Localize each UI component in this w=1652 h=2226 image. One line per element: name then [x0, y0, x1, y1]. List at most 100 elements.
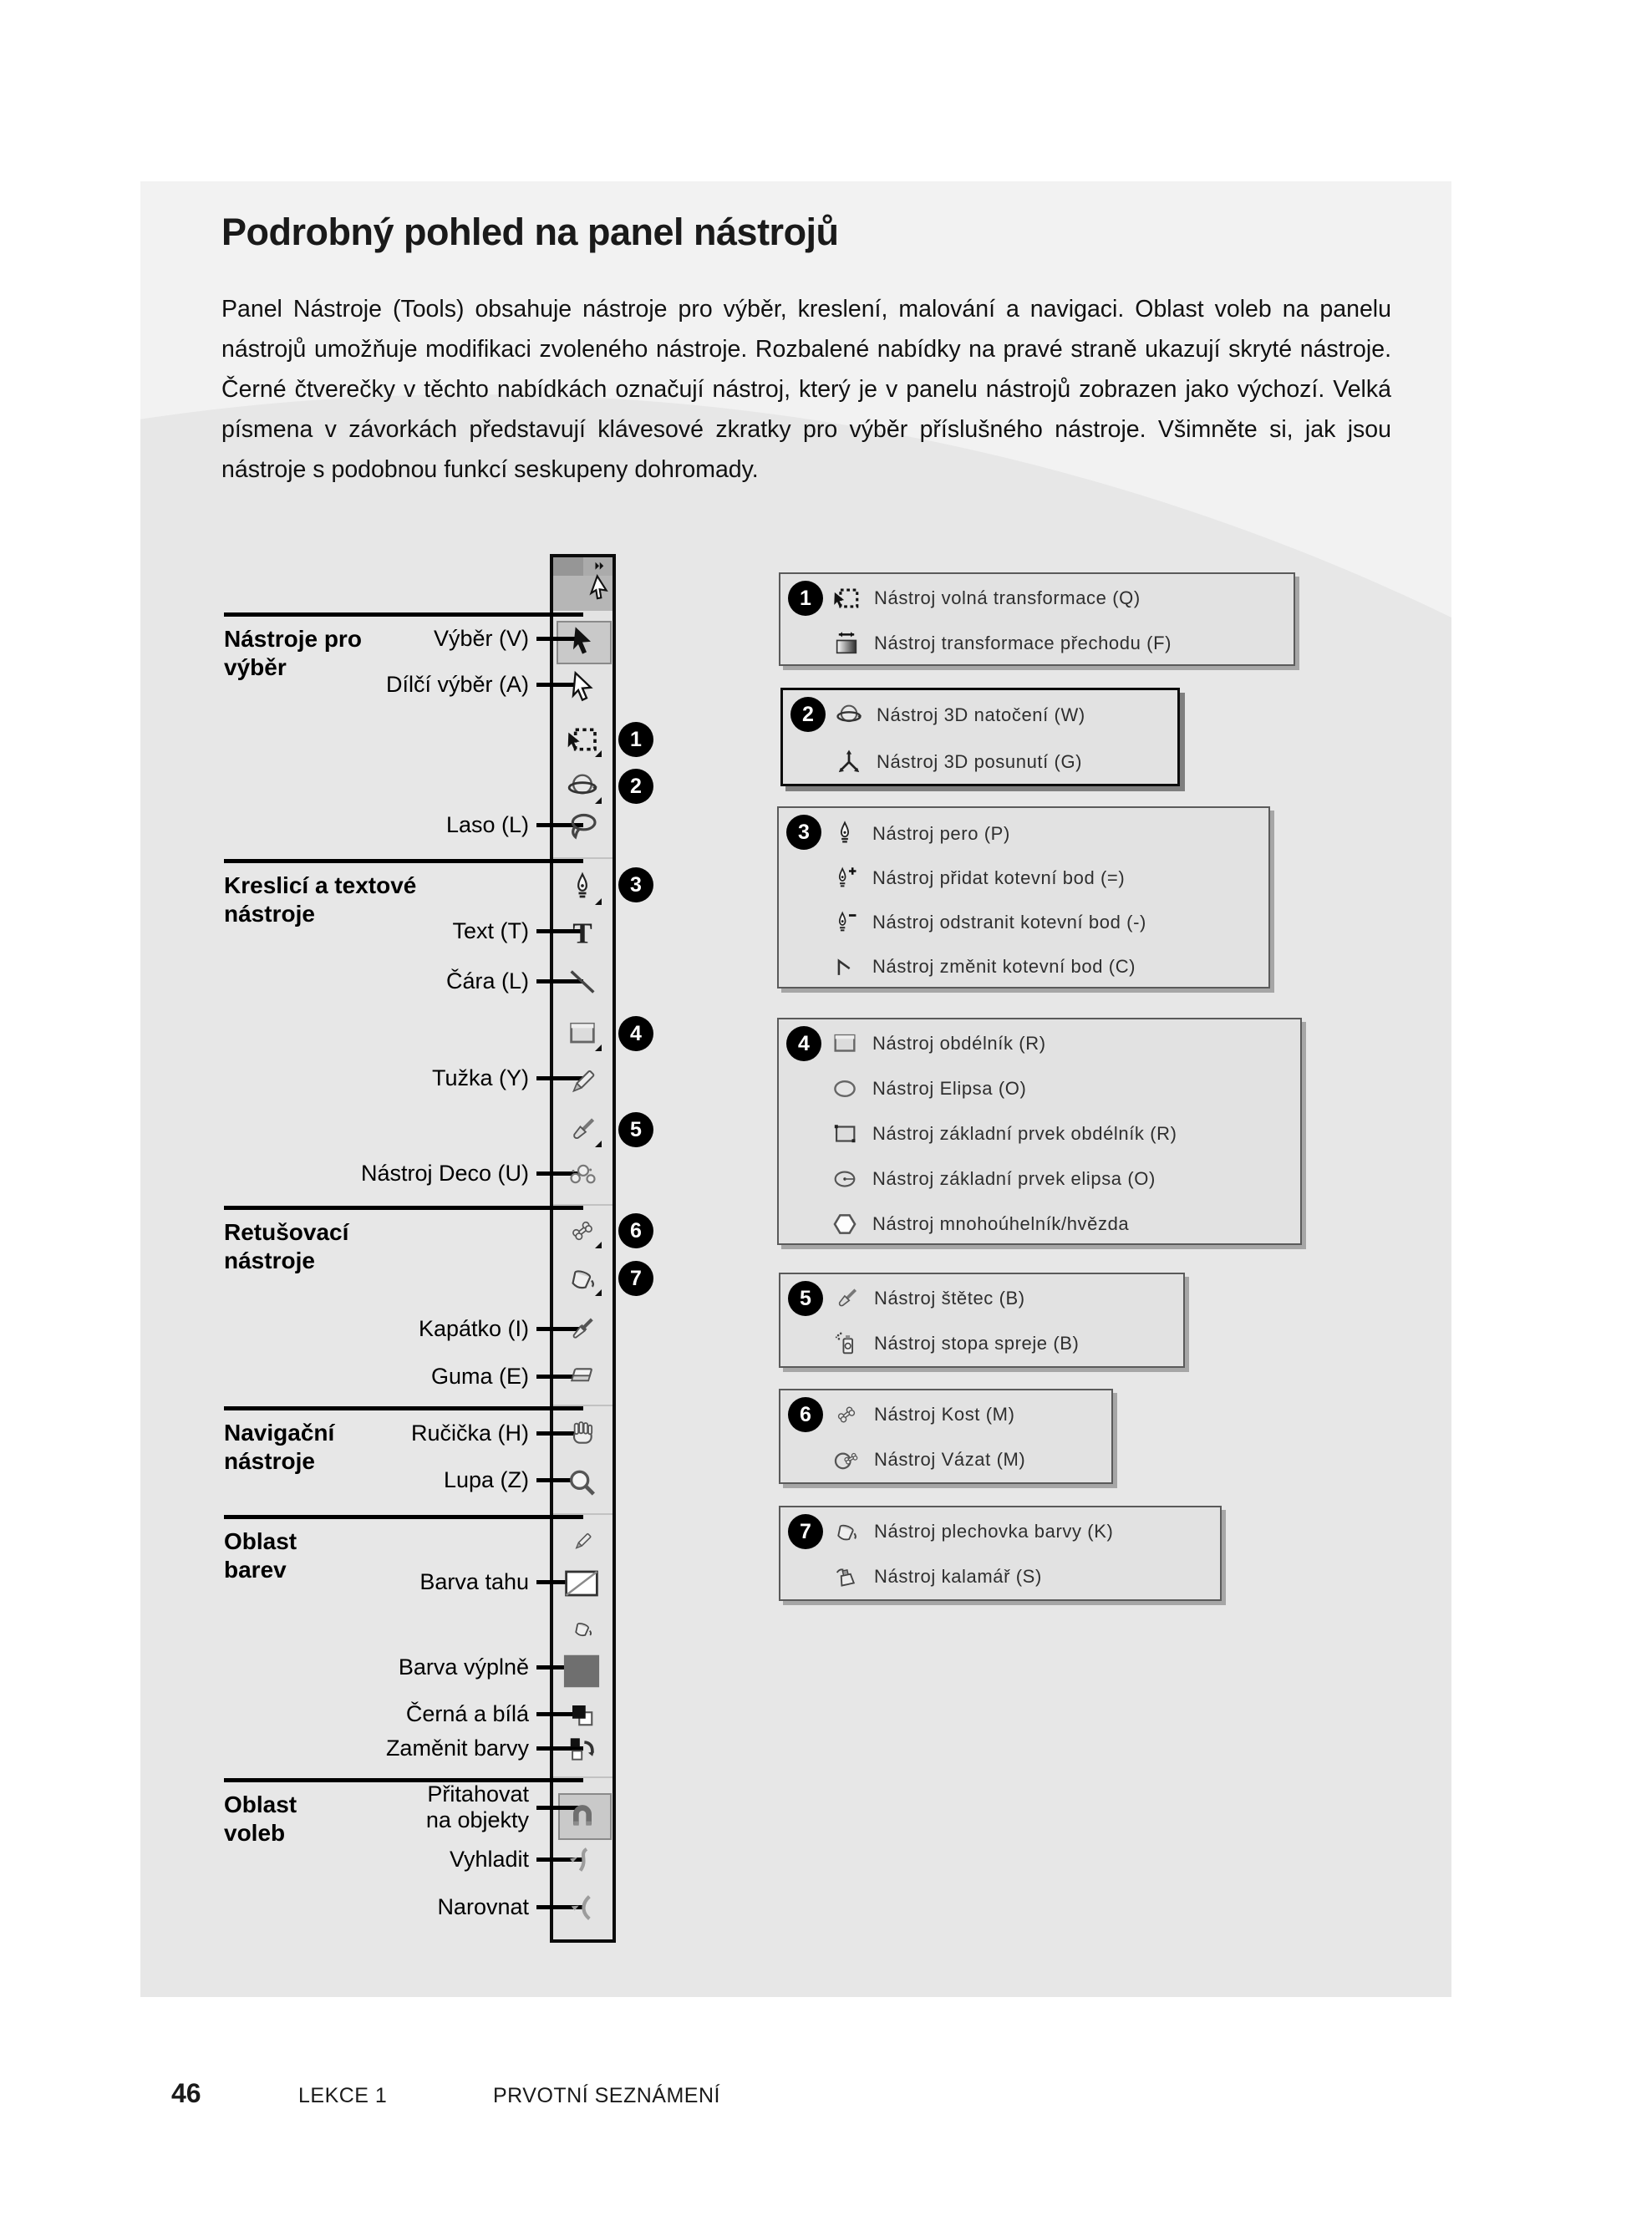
menu-badge-7: 7 [788, 1514, 823, 1549]
callout-smooth: Vyhladit [450, 1847, 583, 1873]
tools-panel-header [553, 557, 613, 576]
callout-straighten: Narovnat [437, 1894, 583, 1920]
menu-item[interactable]: Nástroj Kost (M) [780, 1392, 1111, 1437]
menu-item[interactable]: Nástroj základní prvek elipsa (O) [779, 1156, 1300, 1202]
page-number: 46 [171, 2078, 201, 2108]
pen-icon [831, 820, 859, 848]
select-tool-button[interactable] [566, 624, 599, 658]
intro-paragraph: Panel Nástroje (Tools) obsahuje nástroje… [221, 296, 1391, 483]
menu-item[interactable]: Nástroj Elipsa (O) [779, 1066, 1300, 1111]
toolbar-badge-4: 4 [618, 1016, 653, 1051]
menu-item[interactable]: Nástroj přidat kotevní bod (=) [779, 856, 1268, 900]
menu-badge-5: 5 [788, 1281, 823, 1316]
free-transform-tool-button[interactable] [566, 723, 602, 757]
menu-item[interactable]: Nástroj mnohoúhelník/hvězda [779, 1202, 1300, 1247]
section-rule [224, 1778, 583, 1782]
flyout-menu-ink: 7 Nástroj plechovka barvy (K) Nástroj ka… [779, 1506, 1222, 1601]
selected-tool-highlight [557, 621, 612, 664]
bone-icon [832, 1400, 861, 1429]
ink-bottle-icon [832, 1563, 861, 1591]
rectangle-tool-button[interactable] [566, 1017, 602, 1051]
fill-color-swatch[interactable] [561, 1653, 602, 1690]
straighten-button[interactable] [566, 1891, 599, 1924]
pencil-tool-button[interactable] [566, 1065, 599, 1099]
smooth-button[interactable] [566, 1844, 599, 1878]
section-heading-options: Oblast voleb [224, 1791, 297, 1846]
menu-item[interactable]: Nástroj 3D natočení (W) [783, 692, 1177, 739]
section-heading-retouch: Retušovací nástroje [224, 1219, 349, 1273]
swap-colors-button[interactable] [567, 1733, 598, 1765]
toolbar-separator [553, 1204, 613, 1206]
toolbar-separator [553, 1776, 613, 1778]
section-rule [224, 859, 583, 863]
menu-item[interactable]: Nástroj odstranit kotevní bod (-) [779, 900, 1268, 944]
paint-bucket-icon [832, 1517, 861, 1546]
menu-item[interactable]: Nástroj pero (P) [779, 811, 1268, 856]
paint-bucket-tool-button[interactable] [566, 1262, 602, 1296]
menu-item[interactable]: Nástroj transformace přechodu (F) [780, 621, 1294, 666]
menu-badge-3: 3 [786, 815, 821, 850]
flyout-menu-brush: 5 Nástroj štětec (B) Nástroj stopa sprej… [779, 1273, 1185, 1368]
snap-to-objects-button[interactable] [566, 1798, 599, 1832]
flyout-menu-pen: 3 Nástroj pero (P) Nástroj přidat kotevn… [777, 806, 1270, 988]
eraser-tool-button[interactable] [566, 1358, 599, 1391]
section-rule [224, 612, 583, 617]
stroke-color-swatch[interactable] [562, 1566, 602, 1601]
callout-eraser: Guma (E) [431, 1364, 583, 1390]
tools-panel-edge [553, 576, 613, 611]
toolbar-separator [553, 1513, 613, 1515]
lasso-tool-button[interactable] [566, 811, 599, 844]
bind-icon [832, 1446, 861, 1474]
callout-fill-color: Barva výplně [399, 1654, 583, 1680]
hand-tool-button[interactable] [566, 1416, 599, 1450]
menu-item[interactable]: Nástroj štětec (B) [780, 1276, 1183, 1321]
callout-zoom: Lupa (Z) [444, 1467, 583, 1493]
callout-select: Výběr (V) [434, 626, 583, 652]
deco-tool-button[interactable] [566, 1157, 599, 1191]
section-heading-selection: Nástroje pro výběr [224, 626, 362, 680]
eyedropper-tool-button[interactable] [566, 1312, 599, 1345]
primitive-rectangle-icon [831, 1120, 859, 1148]
line-tool-button[interactable] [566, 965, 599, 999]
toolbar-badge-6: 6 [618, 1213, 653, 1248]
brush-tool-button[interactable] [566, 1113, 602, 1147]
pen-tool-button[interactable] [566, 871, 602, 905]
callout-stroke-color: Barva tahu [419, 1569, 583, 1595]
collapse-panel-button[interactable] [583, 557, 613, 576]
toolbar-badge-7: 7 [618, 1261, 653, 1296]
bone-tool-button[interactable] [566, 1214, 602, 1248]
polygon-icon [831, 1210, 859, 1238]
menu-item[interactable]: Nástroj plechovka barvy (K) [780, 1509, 1220, 1554]
zoom-tool-button[interactable] [566, 1466, 599, 1500]
footer-lesson-title: PRVOTNÍ SEZNÁMENÍ [493, 2084, 720, 2107]
menu-badge-4: 4 [786, 1026, 821, 1061]
rotate-3d-tool-button[interactable] [566, 770, 602, 804]
flyout-menu-bone: 6 Nástroj Kost (M) Nástroj Vázat (M) [779, 1389, 1113, 1484]
section-heading-navigation: Navigační nástroje [224, 1420, 335, 1474]
callout-black-white: Černá a bílá [406, 1701, 583, 1727]
text-tool-button[interactable]: T [566, 917, 599, 950]
menu-item[interactable]: Nástroj stopa spreje (B) [780, 1321, 1183, 1366]
menu-item[interactable]: Nástroj 3D posunutí (G) [783, 739, 1177, 785]
black-white-button[interactable] [567, 1700, 597, 1730]
callout-lasso: Laso (L) [446, 812, 583, 838]
toolbar-separator [553, 1405, 613, 1406]
gradient-transform-icon [832, 629, 861, 658]
menu-item[interactable]: Nástroj základní prvek obdélník (R) [779, 1111, 1300, 1156]
menu-item[interactable]: Nástroj změnit kotevní bod (C) [779, 944, 1268, 988]
translate-3d-icon [835, 748, 863, 776]
menu-item[interactable]: Nástroj kalamář (S) [780, 1554, 1220, 1599]
footer-lesson: LEKCE 1 [298, 2084, 388, 2107]
menu-item[interactable]: Nástroj Vázat (M) [780, 1437, 1111, 1482]
menu-item[interactable]: Nástroj obdélník (R) [779, 1021, 1300, 1066]
menu-item[interactable]: Nástroj volná transformace (Q) [780, 576, 1294, 621]
ellipse-icon [831, 1075, 859, 1103]
svg-text:T: T [572, 917, 592, 950]
callout-eyedropper: Kapátko (I) [419, 1316, 583, 1342]
free-transform-icon [832, 584, 861, 612]
tools-panel-tab [553, 557, 583, 576]
subselect-tool-button[interactable] [566, 670, 599, 704]
menu-badge-1: 1 [788, 581, 823, 616]
menu-badge-2: 2 [790, 697, 826, 732]
